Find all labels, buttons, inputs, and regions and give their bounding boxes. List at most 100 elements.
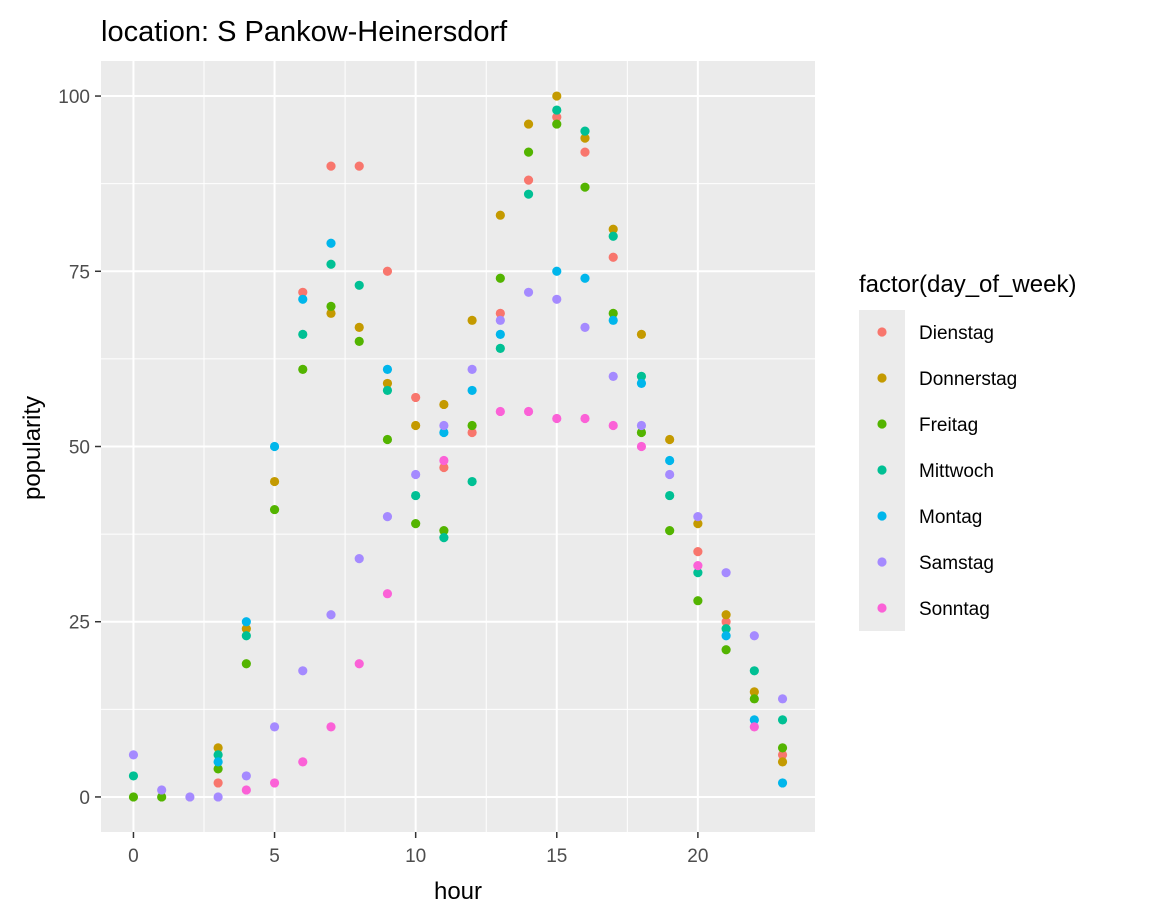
- data-point: [665, 434, 675, 445]
- data-point: [777, 715, 788, 725]
- data-point: [326, 259, 336, 269]
- y-tick-label: 25: [69, 613, 90, 634]
- data-point: [411, 519, 421, 529]
- data-point: [721, 617, 731, 627]
- legend-item-donnerstag: Donnerstag: [877, 369, 1017, 390]
- data-points: [128, 91, 788, 802]
- legend-label: Sonntag: [919, 599, 990, 620]
- data-point: [354, 280, 364, 290]
- data-point: [467, 364, 477, 374]
- data-point: [439, 399, 449, 410]
- data-point: [777, 694, 788, 704]
- data-point: [665, 469, 675, 480]
- data-point: [213, 743, 223, 753]
- data-point: [777, 750, 788, 760]
- data-point: [185, 792, 195, 802]
- data-point: [411, 490, 421, 501]
- x-tick-label: 10: [405, 846, 426, 867]
- series-montag: [213, 238, 788, 788]
- data-point: [552, 112, 562, 122]
- legend-key: [877, 465, 887, 475]
- data-point: [749, 715, 759, 725]
- data-point: [411, 469, 421, 480]
- data-point: [749, 722, 759, 732]
- data-point: [298, 287, 308, 297]
- data-point: [636, 441, 647, 452]
- data-point: [777, 778, 788, 788]
- data-point: [128, 792, 139, 802]
- data-point: [495, 273, 505, 283]
- data-point: [382, 385, 393, 396]
- legend: factor(day_of_week) Dienstag Donnerstag Fr…: [859, 271, 1076, 631]
- data-point: [721, 568, 731, 578]
- data-point: [326, 308, 336, 318]
- data-point: [693, 568, 703, 578]
- legend-label: Donnerstag: [919, 369, 1017, 390]
- data-point: [693, 519, 703, 529]
- legend-label: Freitag: [919, 415, 978, 436]
- data-point: [580, 273, 590, 283]
- data-point: [608, 371, 618, 382]
- legend-label: Mittwoch: [919, 461, 994, 482]
- data-point: [128, 771, 139, 781]
- data-point: [749, 666, 759, 676]
- data-point: [213, 792, 223, 802]
- legend-key: [877, 603, 887, 613]
- data-point: [354, 554, 364, 564]
- data-point: [580, 182, 590, 192]
- data-point: [495, 210, 505, 220]
- data-point: [552, 413, 562, 424]
- data-point: [439, 455, 449, 466]
- series-mittwoch: [128, 105, 788, 781]
- legend-label: Dienstag: [919, 323, 994, 344]
- data-point: [382, 378, 393, 389]
- data-point: [382, 434, 393, 445]
- data-point: [467, 385, 477, 396]
- data-point: [241, 771, 251, 781]
- data-point: [269, 441, 280, 452]
- x-tick-label: 20: [687, 846, 708, 867]
- data-point: [721, 631, 731, 641]
- data-point: [523, 119, 534, 129]
- data-point: [354, 659, 364, 669]
- series-samstag: [128, 287, 788, 802]
- data-point: [467, 427, 477, 438]
- data-point: [749, 687, 759, 697]
- data-point: [777, 757, 788, 767]
- y-tick-label: 0: [79, 788, 90, 809]
- data-point: [580, 413, 590, 424]
- data-point: [298, 364, 308, 374]
- data-point: [495, 315, 505, 325]
- data-point: [213, 764, 223, 774]
- data-point: [241, 785, 251, 795]
- data-point: [636, 420, 647, 431]
- y-tick-label: 100: [58, 87, 90, 108]
- data-point: [721, 610, 731, 620]
- x-tick-label: 15: [546, 846, 567, 867]
- data-point: [467, 476, 477, 487]
- data-point: [213, 750, 223, 760]
- data-point: [580, 126, 590, 136]
- data-point: [552, 266, 562, 276]
- data-point: [157, 792, 167, 802]
- data-point: [354, 161, 364, 171]
- data-point: [326, 301, 336, 311]
- legend-item-dienstag: Dienstag: [877, 323, 994, 344]
- series-donnerstag: [213, 91, 788, 767]
- data-point: [721, 645, 731, 655]
- data-point: [693, 511, 703, 522]
- data-point: [552, 91, 562, 101]
- data-point: [665, 455, 675, 466]
- data-point: [665, 526, 675, 536]
- data-point: [495, 308, 505, 318]
- data-point: [354, 336, 364, 346]
- data-point: [495, 343, 505, 353]
- data-point: [693, 547, 703, 557]
- data-point: [439, 427, 449, 438]
- y-axis-title: popularity: [19, 396, 46, 500]
- legend-item-mittwoch: Mittwoch: [877, 461, 994, 482]
- data-point: [269, 778, 280, 788]
- x-tick-label: 5: [269, 846, 280, 867]
- data-point: [636, 329, 647, 339]
- data-point: [523, 147, 534, 157]
